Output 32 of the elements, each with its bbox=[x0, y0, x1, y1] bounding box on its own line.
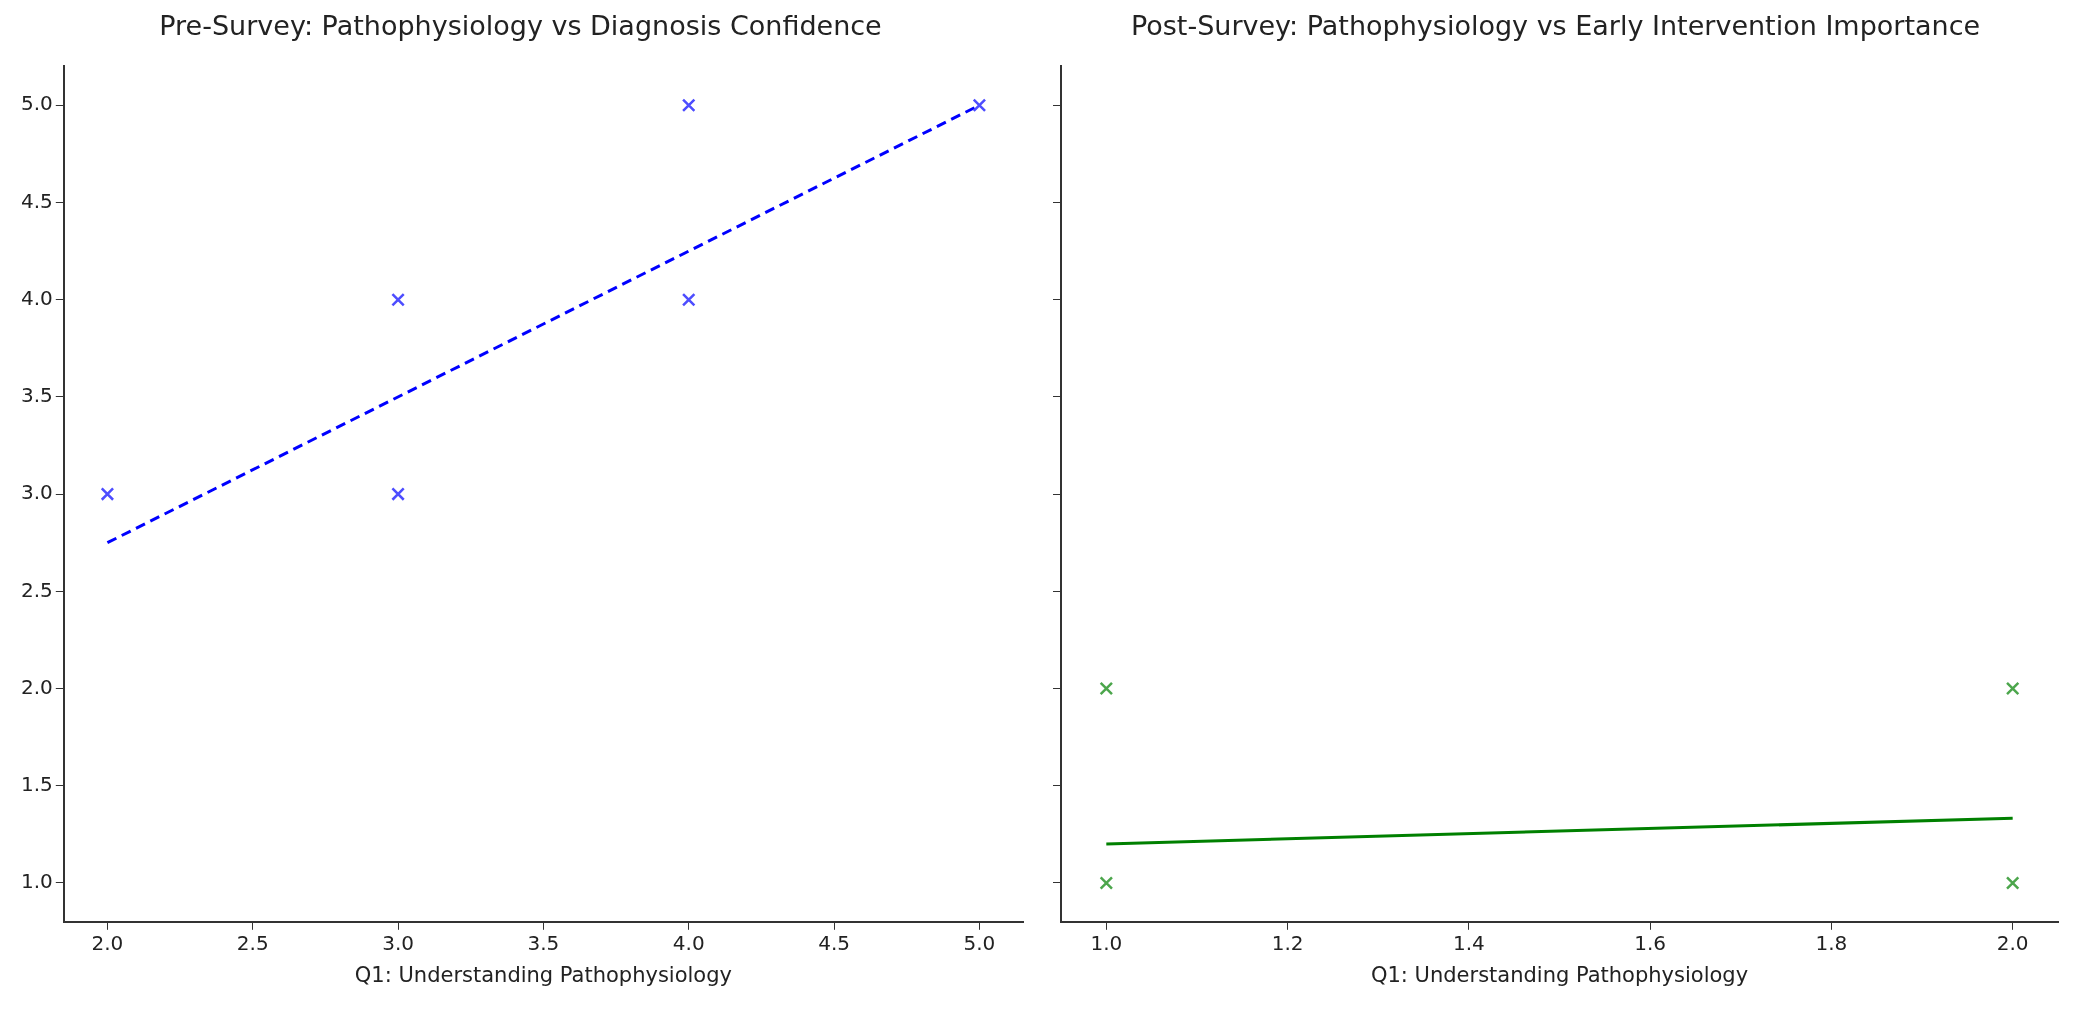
y-tick-label: 5.0 bbox=[20, 91, 53, 116]
x-tick-label: 1.2 bbox=[1271, 931, 1304, 955]
y-tick-label: 2.5 bbox=[20, 577, 53, 602]
x-tick-label: 1.6 bbox=[1634, 931, 1667, 955]
y-tick-label: 1.5 bbox=[20, 771, 53, 796]
x-tick-label: 3.0 bbox=[382, 931, 414, 955]
x-tick-label: 1.0 bbox=[1090, 931, 1123, 955]
y-tick-label: 3.0 bbox=[20, 480, 53, 505]
point bbox=[391, 487, 405, 502]
y-tick-label: 4.0 bbox=[20, 285, 53, 310]
point bbox=[100, 487, 115, 502]
x-tick-label: 4.0 bbox=[672, 931, 705, 955]
y-tick-label: 4.5 bbox=[20, 188, 53, 213]
x-tick-label: 2.0 bbox=[91, 931, 124, 955]
point bbox=[391, 292, 405, 307]
x-tick-label: 4.5 bbox=[818, 931, 850, 955]
y-tick-label: 2.0 bbox=[20, 674, 53, 699]
chart-title: Post-Survey: Pathophysiology vs Early Intervention Importance bbox=[1130, 10, 1981, 42]
x-tick-label: 3.5 bbox=[527, 931, 560, 955]
x-tick-label: 5.0 bbox=[963, 931, 996, 955]
x-tick-label: 1.4 bbox=[1452, 931, 1485, 955]
x-axis-title: Q1: Understanding Pathophysiology bbox=[1370, 962, 1749, 987]
y-tick-label: 3.5 bbox=[20, 383, 53, 408]
x-tick-label: 2.0 bbox=[1996, 931, 2029, 955]
x-tick-label: 1.8 bbox=[1815, 931, 1848, 955]
x-tick-label: 2.5 bbox=[236, 931, 269, 955]
x-axis-title: Q1: Understanding Pathophysiology bbox=[354, 962, 732, 987]
point bbox=[681, 292, 696, 307]
chart-title: Pre-Survey: Pathophysiology vs Diagnosis Confidence bbox=[159, 10, 882, 42]
point bbox=[681, 98, 696, 113]
y-tick-label: 1.0 bbox=[20, 869, 53, 894]
point bbox=[972, 98, 987, 113]
